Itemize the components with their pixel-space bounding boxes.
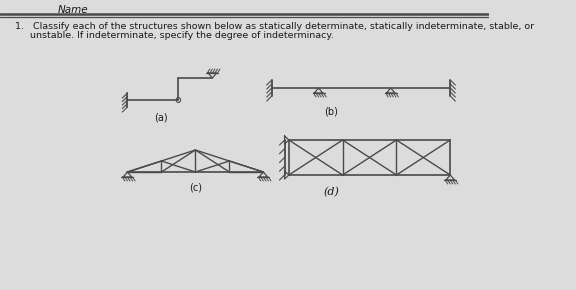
Text: unstable. If indeterminate, specify the degree of indeterminacy.: unstable. If indeterminate, specify the … [16, 31, 334, 40]
Text: (a): (a) [154, 113, 168, 123]
Text: (c): (c) [189, 183, 202, 193]
Text: 1.   Classify each of the structures shown below as statically determinate, stat: 1. Classify each of the structures shown… [16, 22, 535, 31]
Text: Name: Name [58, 5, 88, 15]
Text: (d): (d) [323, 187, 339, 197]
Text: (b): (b) [324, 107, 338, 117]
